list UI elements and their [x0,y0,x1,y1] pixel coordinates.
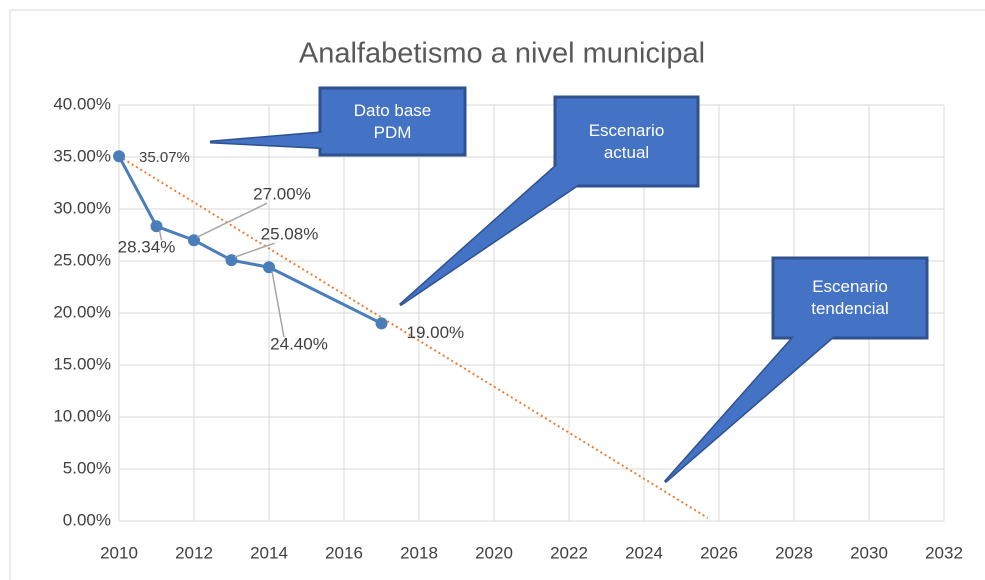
chart-title: Analfabetismo a nivel municipal [299,38,705,70]
y-tick-label: 40.00% [53,94,111,113]
x-tick-label: 2016 [325,543,363,562]
callout-join [400,158,585,305]
y-tick-label: 5.00% [63,458,111,477]
y-tick-label: 30.00% [53,198,111,217]
x-tick-label: 2014 [250,543,288,562]
x-tick-label: 2030 [850,543,888,562]
callout-box [553,95,700,188]
data-point [150,220,163,233]
data-label: 28.34% [118,238,176,257]
x-tick-label: 2028 [775,543,813,562]
data-point [113,150,125,163]
x-tick-label: 2024 [625,543,663,562]
x-tick-label: 2026 [700,543,738,562]
callout-join [665,330,835,482]
leader-line [234,242,275,258]
leader-line [196,202,268,238]
series-line [117,155,383,325]
leader-line [158,230,163,241]
data-label: 24.40% [270,335,328,354]
y-tick-label: 25.00% [53,250,111,269]
data-label: 25.08% [261,225,319,244]
data-label: 19.00% [407,323,465,342]
leader-line [271,271,285,338]
callout-text: Dato base PDM [353,100,432,142]
data-label: 27.00% [253,185,311,204]
callout-box [771,256,929,340]
callout-text: Escenario tendencial [811,277,889,318]
x-tick-label: 2018 [400,543,438,562]
x-tick-label: 2012 [175,543,213,562]
callout-join [210,132,330,148]
x-tick-label: 2010 [100,543,138,562]
data-point [263,261,275,274]
trendline [118,155,709,519]
x-tick-label: 2022 [550,543,588,562]
y-tick-label: 10.00% [53,406,111,425]
data-label: 35.07% [139,149,190,166]
y-tick-label: 35.00% [53,146,111,165]
y-tick-label: 15.00% [53,354,111,373]
y-tick-label: 0.00% [63,510,111,529]
x-tick-label: 2020 [475,543,513,562]
x-tick-label: 2032 [925,543,963,562]
data-point [375,317,388,330]
callout-box [318,86,467,157]
callout-text: Escenario actual [588,120,665,162]
y-tick-label: 20.00% [53,302,111,321]
